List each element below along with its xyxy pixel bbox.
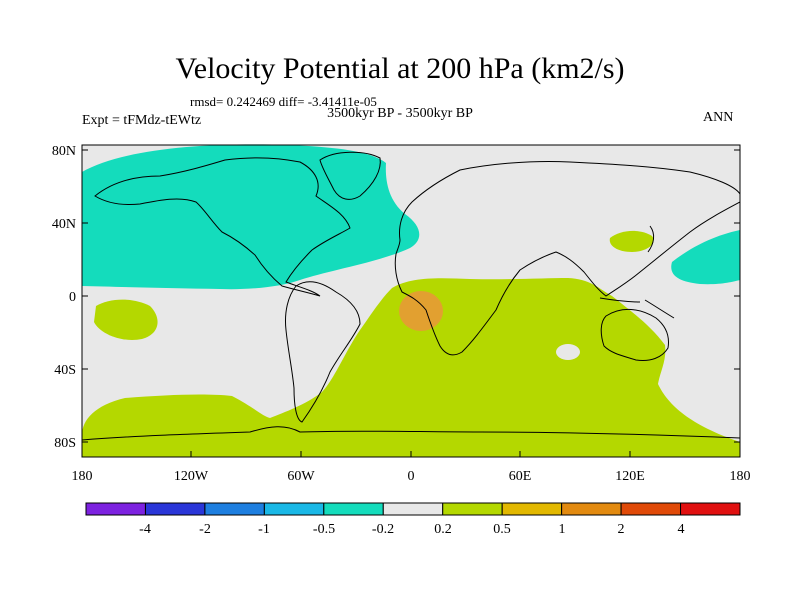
- colorbar-swatch: [620, 502, 682, 516]
- neutral-hole-indian-ocean: [556, 344, 580, 360]
- stats-line: rmsd= 0.242469 diff= -3.41411e-05: [190, 94, 377, 109]
- y-tick-label: 40S: [54, 363, 76, 378]
- colorbar-swatch: [680, 502, 741, 516]
- coastline-antarctica: [81, 426, 741, 441]
- colorbar-label: 0.5: [493, 522, 511, 537]
- colorbar-label: -0.5: [313, 522, 335, 537]
- coastline-japan: [647, 225, 655, 253]
- x-axis: 180 120W 60W 0 60E 120E 180: [72, 451, 751, 484]
- plot-title: Velocity Potential at 200 hPa (km2/s): [175, 52, 625, 85]
- y-tick-label: 80S: [54, 436, 76, 451]
- coastline-north-america: [94, 157, 351, 297]
- colorbar-boxes: [85, 502, 741, 516]
- coastline-south-america: [285, 281, 361, 423]
- colorbar-swatch: [501, 502, 563, 516]
- x-tick-label: 0: [408, 469, 415, 484]
- season-label: ANN: [703, 110, 734, 125]
- colorbar-swatch: [382, 502, 444, 516]
- negative-region-north-atlantic: [82, 144, 420, 290]
- colorbar-label: 4: [678, 522, 685, 537]
- plot-subtitle: 3500kyr BP - 3500kyr BP: [327, 106, 473, 121]
- y-tick-label: 40N: [52, 217, 76, 232]
- coastline-australia: [600, 309, 669, 361]
- map-panel: [81, 144, 741, 458]
- colorbar-label: -0.2: [372, 522, 394, 537]
- colorbar-labels: -4 -2 -1 -0.5 -0.2 0.2 0.5 1 2 4: [139, 522, 684, 537]
- colorbar-swatch: [204, 502, 265, 516]
- colorbar-label: -4: [139, 522, 151, 537]
- y-tick-label: 0: [69, 290, 76, 305]
- colorbar-swatch: [85, 502, 146, 516]
- x-tick-label: 60W: [287, 469, 315, 484]
- x-tick-label: 120E: [615, 469, 645, 484]
- coastlines: [81, 151, 741, 441]
- strong-positive-central-africa: [399, 291, 443, 331]
- positive-region-east-asia: [609, 230, 654, 252]
- y-tick-label: 80N: [52, 144, 76, 159]
- colorbar-label: 1: [559, 522, 566, 537]
- x-tick-label: 60E: [509, 469, 532, 484]
- colorbar-swatch: [323, 502, 384, 516]
- colorbar-label: 0.2: [434, 522, 452, 537]
- colorbar-swatch: [263, 502, 325, 516]
- coastline-eurasia-africa: [394, 160, 741, 356]
- y-axis: 80N 40N 0 40S 80S: [52, 144, 740, 451]
- coastline-indonesia: [599, 297, 675, 319]
- x-tick-label: 120W: [174, 469, 209, 484]
- colorbar-swatch: [144, 502, 206, 516]
- colorbar: -4 -2 -1 -0.5 -0.2 0.2 0.5 1 2 4: [85, 502, 741, 537]
- colorbar-label: -1: [258, 522, 270, 537]
- coastline-greenland: [319, 151, 381, 200]
- colorbar-swatch: [561, 502, 622, 516]
- colorbar-swatch: [442, 502, 503, 516]
- positive-region-southern-hemisphere: [82, 278, 740, 457]
- colorbar-label: 2: [618, 522, 625, 537]
- x-tick-label: 180: [730, 469, 751, 484]
- colorbar-label: -2: [199, 522, 211, 537]
- experiment-label: Expt = tFMdz-tEWtz: [82, 113, 202, 128]
- negative-region-west-pacific: [671, 230, 740, 285]
- positive-region-south-pacific: [94, 299, 158, 340]
- x-tick-label: 180: [72, 469, 93, 484]
